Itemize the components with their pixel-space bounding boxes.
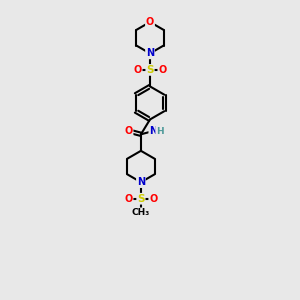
Text: CH₃: CH₃ — [132, 208, 150, 217]
Text: H: H — [156, 127, 164, 136]
Text: S: S — [137, 194, 145, 204]
Text: O: O — [149, 194, 158, 204]
Text: O: O — [124, 194, 133, 204]
Text: O: O — [134, 65, 142, 75]
Text: S: S — [146, 65, 154, 75]
Text: O: O — [146, 17, 154, 27]
Text: N: N — [137, 177, 145, 187]
Text: N: N — [149, 126, 158, 136]
Text: O: O — [124, 126, 133, 136]
Text: N: N — [146, 48, 154, 59]
Text: O: O — [158, 65, 166, 75]
